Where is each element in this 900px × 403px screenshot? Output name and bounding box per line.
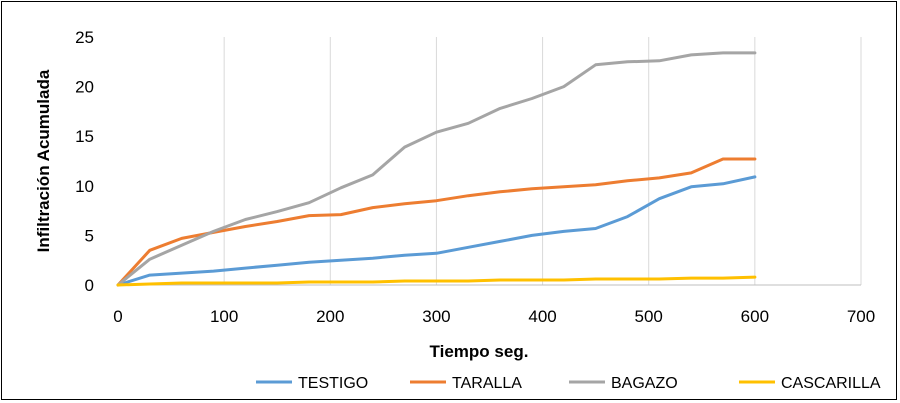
x-tick-label: 700 (847, 307, 875, 326)
legend-label-taralla: TARALLA (452, 375, 522, 392)
y-tick-label: 25 (75, 28, 94, 47)
x-tick-label: 0 (113, 307, 122, 326)
y-tick-label: 10 (75, 177, 94, 196)
gridlines (223, 37, 862, 285)
legend: TESTIGO TARALLA BAGAZO CASCARILLA (256, 375, 881, 392)
y-tick-labels: 0 5 10 15 20 25 (75, 28, 94, 295)
x-tick-label: 500 (635, 307, 663, 326)
legend-label-bagazo: BAGAZO (611, 375, 678, 392)
y-axis-title: Infiltración Acumulada (34, 69, 53, 252)
x-tick-label: 200 (316, 307, 344, 326)
series-line-taralla (116, 157, 757, 287)
x-tick-label: 600 (741, 307, 769, 326)
y-tick-label: 20 (75, 78, 94, 97)
series-line-bagazo (116, 51, 757, 287)
legend-label-testigo: TESTIGO (298, 375, 368, 392)
x-tick-labels: 0 100 200 300 400 500 600 700 (113, 307, 875, 326)
y-tick-label: 0 (85, 276, 94, 295)
x-tick-label: 300 (422, 307, 450, 326)
y-tick-label: 15 (75, 127, 94, 146)
legend-label-cascarilla: CASCARILLA (781, 375, 881, 392)
x-tick-label: 100 (210, 307, 238, 326)
x-tick-label: 400 (528, 307, 556, 326)
y-tick-label: 5 (85, 226, 94, 245)
x-axis-title: Tiempo seg. (430, 342, 529, 361)
series-line-cascarilla (116, 275, 757, 287)
series-line-testigo (116, 175, 757, 287)
series-lines (116, 51, 757, 287)
